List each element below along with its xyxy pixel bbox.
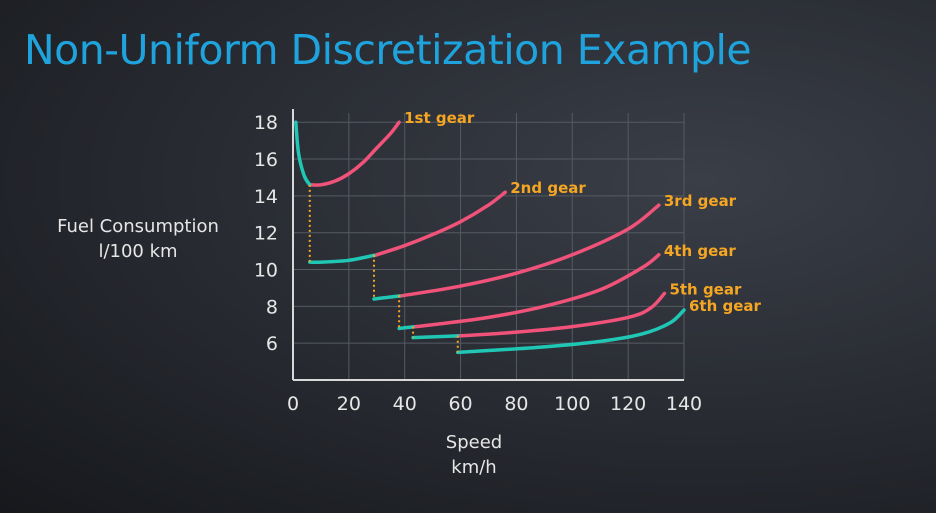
x-tick-label: 140 — [666, 393, 702, 415]
x-axis-label-line1: Speed — [445, 432, 503, 453]
chart-series — [294, 120, 686, 355]
series-2nd-gear-unused — [371, 190, 508, 258]
series-label: 3rd gear — [664, 192, 737, 210]
y-tick-label: 18 — [254, 112, 278, 134]
series-label: 5th gear — [669, 280, 742, 298]
y-axis-label-line2: l/100 km — [98, 241, 178, 262]
x-tick-label: 20 — [337, 393, 361, 415]
series-labels: 1st gear 2nd gear 3rd gear 4th gear 5th gear… — [404, 109, 761, 315]
chart-tick-labels: 0 20 40 60 80 100 120 140 6 8 10 12 14 16 18 — [254, 112, 702, 415]
series-label: 6th gear — [689, 297, 762, 315]
page-title: Non-Uniform Discretization Example — [24, 26, 752, 74]
x-axis-label: Speed km/h — [394, 430, 554, 480]
series-4th-gear-unused — [411, 253, 661, 329]
x-tick-label: 80 — [504, 393, 528, 415]
series-6th-gear-used — [456, 308, 686, 355]
x-tick-label: 0 — [287, 393, 299, 415]
series-1st-gear-used — [294, 120, 312, 187]
y-tick-label: 6 — [266, 333, 278, 355]
chart-grid — [293, 113, 685, 380]
y-tick-label: 8 — [266, 296, 278, 318]
series-4th-gear-used — [397, 325, 415, 331]
y-axis-label-line1: Fuel Consumption — [57, 216, 219, 237]
y-tick-label: 12 — [254, 223, 278, 245]
chart-axes — [292, 109, 684, 381]
series-3rd-gear-used — [372, 294, 401, 301]
y-tick-label: 14 — [254, 186, 278, 208]
series-2nd-gear-used — [308, 253, 376, 265]
y-axis-label: Fuel Consumption l/100 km — [40, 214, 236, 264]
series-label: 4th gear — [664, 242, 737, 260]
series-3rd-gear-unused — [396, 203, 661, 298]
x-axis-label-line2: km/h — [451, 457, 497, 478]
y-tick-label: 16 — [254, 149, 278, 171]
x-tick-label: 40 — [393, 393, 417, 415]
series-label: 2nd gear — [510, 179, 586, 197]
x-tick-label: 100 — [554, 393, 590, 415]
y-tick-label: 10 — [254, 260, 278, 282]
series-1st-gear-unused — [308, 120, 401, 187]
series-5th-gear-unused — [453, 291, 667, 338]
x-tick-label: 60 — [448, 393, 472, 415]
series-5th-gear-used — [411, 334, 460, 340]
series-label: 1st gear — [404, 109, 475, 127]
gear-shift-lines — [308, 184, 459, 353]
x-tick-label: 120 — [610, 393, 646, 415]
